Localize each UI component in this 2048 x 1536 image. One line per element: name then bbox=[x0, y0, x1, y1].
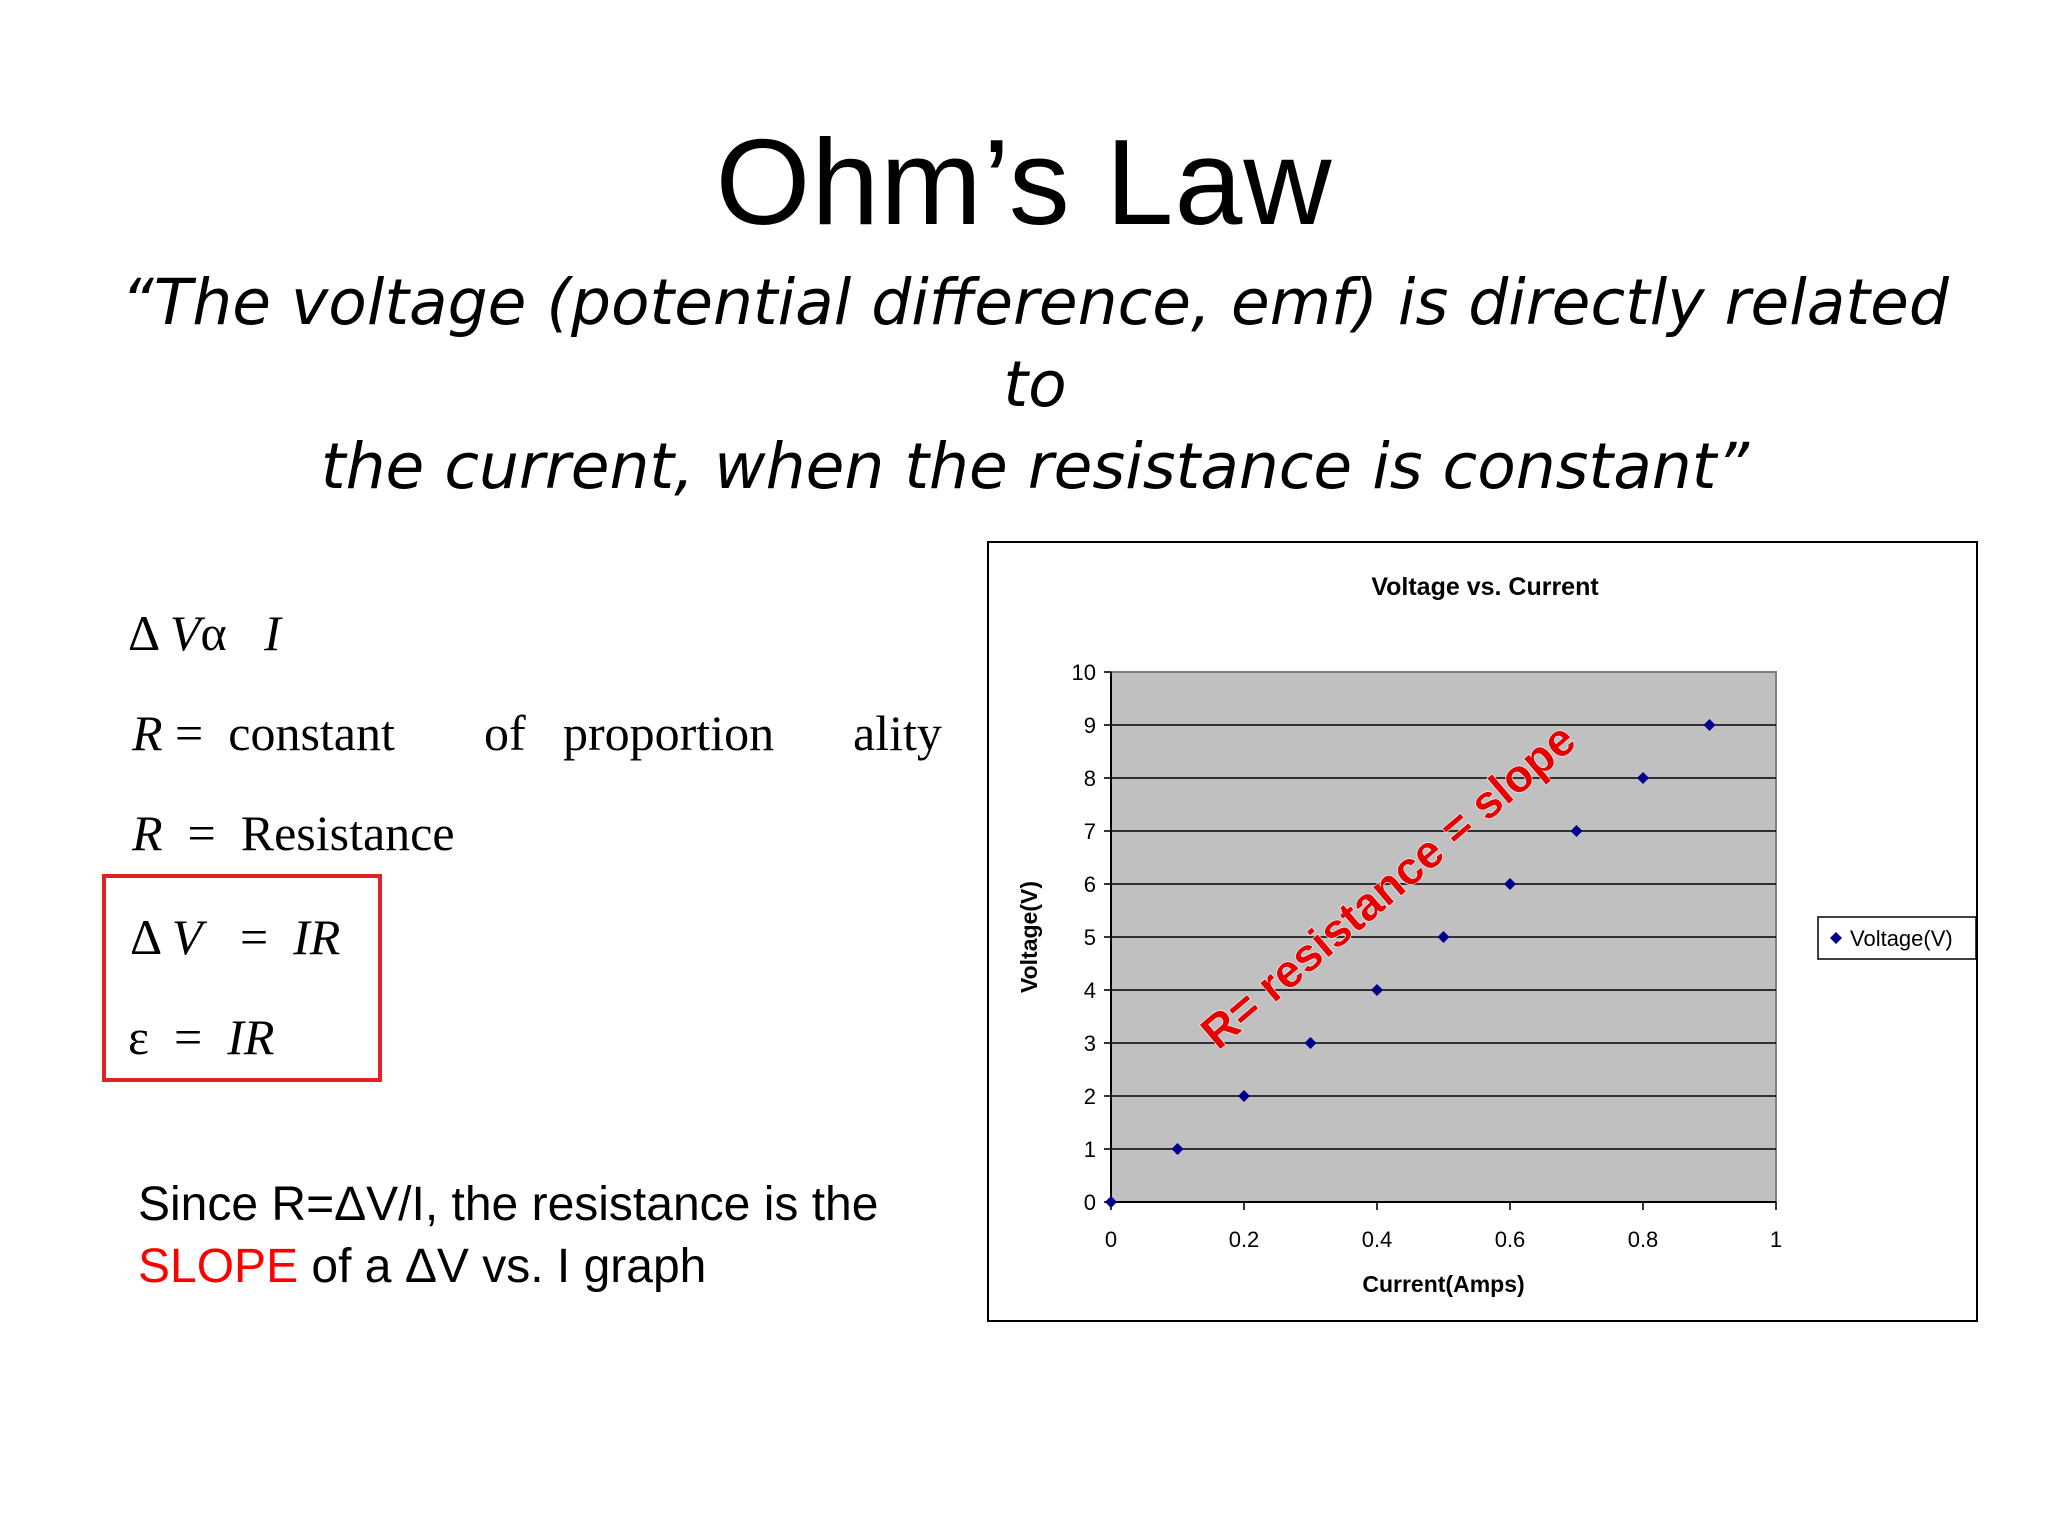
equals-sign: = bbox=[174, 1009, 203, 1065]
word-proportion: proportion bbox=[563, 705, 775, 761]
slope-note-part2: of a ΔV vs. I graph bbox=[298, 1240, 707, 1293]
word-constant: constant bbox=[228, 705, 395, 761]
word-resistance: Resistance bbox=[240, 805, 455, 861]
voltage-symbol: V bbox=[171, 909, 203, 965]
x-tick-label: 0.6 bbox=[1495, 1227, 1526, 1252]
y-tick-label: 5 bbox=[1084, 925, 1096, 950]
resistance-symbol: R bbox=[132, 805, 163, 861]
voltage-symbol: V bbox=[169, 605, 201, 661]
data-point bbox=[1703, 719, 1716, 731]
emf-equation: ε = IR bbox=[128, 1012, 274, 1062]
legend-label: Voltage(V) bbox=[1850, 926, 1953, 951]
ohms-law-equation: Δ V = IR bbox=[130, 912, 340, 962]
delta-symbol: Δ bbox=[128, 605, 158, 661]
proportionality-equation: Δ Vα I bbox=[128, 608, 281, 658]
data-point bbox=[1437, 931, 1450, 943]
voltage-current-chart: Voltage vs. Current 0 1 2 3 4 5 6 7 8 9 10 0 0.2 0.4 0.… bbox=[1016, 573, 1977, 1297]
data-point bbox=[1504, 878, 1516, 890]
y-tick-label: 7 bbox=[1084, 819, 1096, 844]
equals-sign: = bbox=[239, 909, 269, 965]
y-tick-label: 6 bbox=[1084, 872, 1096, 897]
x-tick-label: 0 bbox=[1105, 1227, 1117, 1252]
quote-line-1: “The voltage (potential difference, emf)… bbox=[121, 266, 1949, 421]
x-tick-label: 1 bbox=[1770, 1227, 1782, 1252]
x-tick-label: 0.8 bbox=[1628, 1227, 1659, 1252]
y-tick-label: 9 bbox=[1084, 713, 1096, 738]
alpha-symbol: α bbox=[200, 605, 227, 661]
y-tick-label: 4 bbox=[1084, 978, 1096, 1003]
legend-marker bbox=[1830, 932, 1842, 944]
word-of: of bbox=[484, 705, 526, 761]
data-point bbox=[1570, 825, 1583, 837]
equals-sign: = bbox=[187, 805, 216, 861]
word-ality: ality bbox=[853, 705, 942, 761]
data-point bbox=[1637, 772, 1649, 784]
slope-note: Since R=ΔV/I, the resistance is the SLOP… bbox=[138, 1174, 958, 1298]
x-tick-label: 0.4 bbox=[1362, 1227, 1393, 1252]
data-point bbox=[1105, 1196, 1117, 1208]
data-point bbox=[1304, 1037, 1317, 1049]
slope-word: SLOPE bbox=[138, 1240, 299, 1293]
resistance-symbol: R bbox=[132, 705, 163, 761]
highlight-box bbox=[102, 874, 382, 1082]
ir-product: IR bbox=[293, 909, 341, 965]
slope-note-part1: Since R=ΔV/I, the resistance is the bbox=[138, 1178, 879, 1231]
emf-symbol: ε bbox=[128, 1009, 149, 1065]
y-tick-label: 3 bbox=[1084, 1031, 1096, 1056]
y-tick-label: 1 bbox=[1084, 1137, 1096, 1162]
x-tick-label: 0.2 bbox=[1229, 1227, 1260, 1252]
data-point bbox=[1238, 1090, 1250, 1102]
data-point bbox=[1371, 984, 1383, 996]
x-axis-label: Current(Amps) bbox=[1362, 1271, 1524, 1297]
chart-frame: Voltage vs. Current 0 1 2 3 4 5 6 7 8 9 10 0 0.2 0.4 0.… bbox=[987, 541, 1978, 1322]
delta-symbol: Δ bbox=[130, 909, 160, 965]
quote-line-2: the current, when the resistance is cons… bbox=[320, 430, 1750, 503]
resistance-definition: R = Resistance bbox=[132, 808, 455, 858]
y-axis-label: Voltage(V) bbox=[1016, 881, 1042, 993]
y-tick-label: 8 bbox=[1084, 766, 1096, 791]
resistance-constant-equation: R = constant bbox=[132, 708, 395, 758]
y-tick-label: 10 bbox=[1072, 660, 1096, 685]
data-point bbox=[1171, 1143, 1184, 1155]
chart-title: Voltage vs. Current bbox=[1371, 573, 1599, 601]
y-tick-label: 0 bbox=[1084, 1190, 1096, 1215]
legend-box bbox=[1817, 916, 1977, 960]
y-tick-label: 2 bbox=[1084, 1084, 1096, 1109]
equals-sign: = bbox=[175, 705, 204, 761]
current-symbol: I bbox=[264, 605, 281, 661]
ir-product: IR bbox=[227, 1009, 275, 1065]
quote: “The voltage (potential difference, emf)… bbox=[120, 262, 1950, 508]
slide-title: Ohm’s Law bbox=[715, 114, 1333, 250]
